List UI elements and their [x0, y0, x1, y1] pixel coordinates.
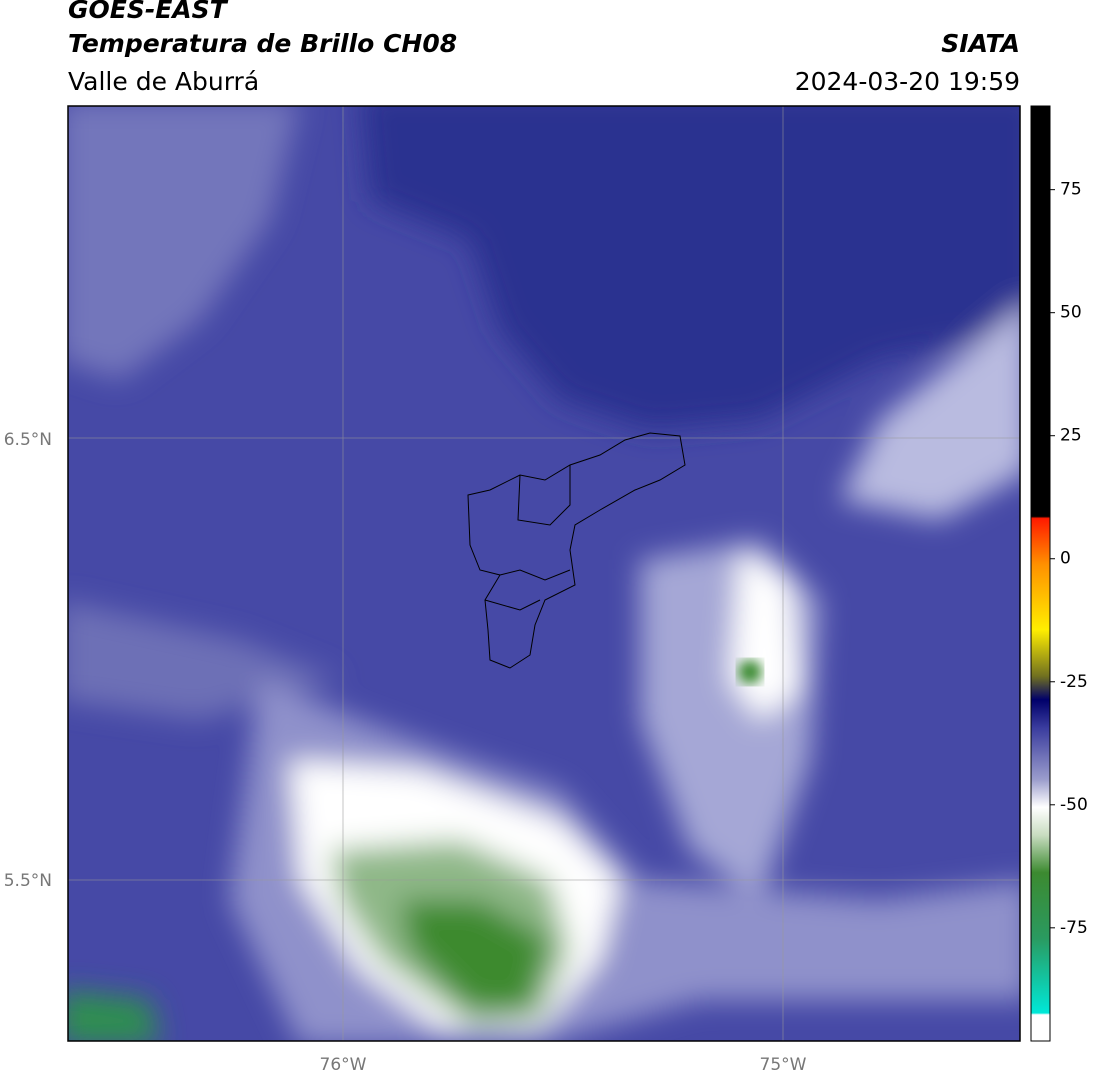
colorbar-ticks: 75 50 25 0 -25 -50 -75	[1050, 180, 1088, 938]
municipality-borders	[467, 432, 686, 669]
satellite-image	[68, 106, 1020, 1041]
colorbar-tick-label: -25	[1060, 672, 1088, 692]
colorbar-tick-label: -75	[1060, 918, 1088, 938]
colorbar-tick-label: -50	[1060, 795, 1088, 815]
colorbar-tick-label: 50	[1060, 303, 1082, 323]
map-frame	[67, 105, 1021, 1042]
title: GOES-EAST	[68, 0, 229, 24]
lon-label: 76°W	[320, 1055, 367, 1075]
lon-label: 75°W	[760, 1055, 807, 1075]
lat-label: 5.5°N	[4, 871, 52, 891]
colorbar-tick-label: 25	[1060, 426, 1082, 446]
source: SIATA	[941, 29, 1020, 58]
lat-label: 6.5°N	[4, 430, 52, 450]
colorbar-tick-label: 0	[1060, 549, 1071, 569]
region: Valle de Aburrá	[68, 67, 259, 96]
datetime: 2024-03-20 19:59	[795, 67, 1020, 96]
colorbar-tick-label: 75	[1060, 180, 1082, 200]
colorbar	[1030, 105, 1051, 1042]
graticule	[68, 106, 1020, 1041]
subtitle: Temperatura de Brillo CH08	[68, 29, 457, 58]
